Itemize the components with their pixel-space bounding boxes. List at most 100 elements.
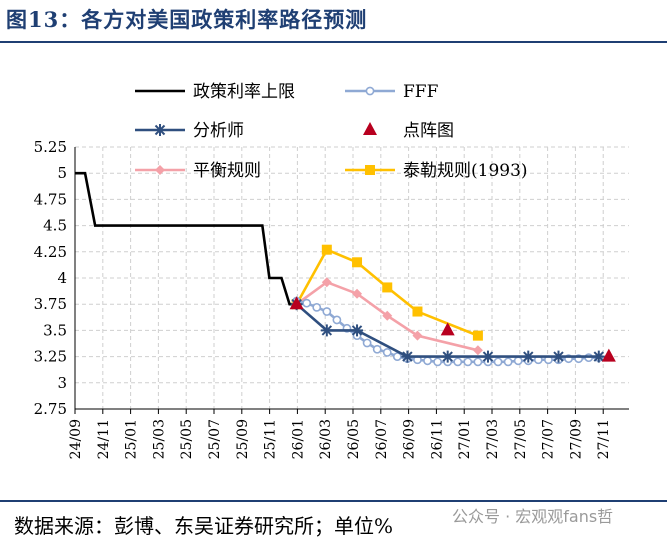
series-line	[295, 280, 479, 352]
data-point	[320, 324, 333, 337]
data-point	[351, 324, 364, 337]
data-point	[312, 302, 322, 312]
data-point	[352, 257, 363, 268]
data-point	[473, 357, 483, 367]
data-point	[472, 330, 483, 341]
data-point	[352, 288, 363, 299]
data-point	[322, 307, 332, 316]
data-point	[441, 350, 454, 363]
x-tick-label: 25/07	[207, 419, 223, 459]
data-point	[321, 244, 332, 255]
data-point	[289, 296, 304, 310]
series-分析师	[290, 298, 605, 363]
data-point	[513, 356, 523, 366]
y-tick-label: 4	[57, 269, 67, 287]
x-tick-label: 26/01	[290, 419, 306, 459]
y-tick-label: 3.25	[34, 348, 67, 366]
watermark-text: 公众号 · 宏观观fans哲	[452, 507, 614, 526]
x-tick-label: 26/07	[374, 419, 390, 459]
data-point	[382, 282, 393, 293]
top-divider	[0, 41, 667, 43]
data-point	[522, 350, 535, 363]
data-point	[592, 350, 605, 363]
legend-label: FFF	[403, 82, 439, 102]
data-point	[302, 298, 312, 308]
x-tick-label: 27/09	[568, 419, 584, 459]
data-point	[552, 350, 565, 363]
legend-item: 政策利率上限	[135, 82, 295, 102]
data-point	[412, 306, 423, 317]
x-tick-label: 27/05	[513, 419, 529, 459]
data-point	[332, 315, 342, 325]
x-tick-label: 26/05	[346, 419, 362, 459]
y-tick-label: 5	[57, 164, 67, 182]
x-tick-label: 25/05	[179, 419, 195, 459]
legend-marker	[154, 124, 166, 136]
data-point	[382, 310, 393, 321]
data-point	[481, 350, 494, 363]
x-tick-label: 25/09	[235, 419, 251, 459]
y-tick-label: 2.75	[34, 400, 67, 418]
legend-item: 分析师	[135, 121, 244, 141]
data-point	[463, 357, 473, 367]
data-point	[382, 348, 392, 357]
series-政策利率上限	[75, 171, 297, 306]
y-tick-label: 5.25	[34, 138, 67, 156]
data-point	[321, 277, 332, 288]
grid-layer	[74, 146, 629, 410]
x-tick-label: 27/07	[541, 419, 557, 459]
x-tick-label: 27/01	[457, 419, 473, 459]
legend-label: 政策利率上限	[193, 82, 295, 102]
legend-label: 点阵图	[403, 121, 454, 141]
legend-label: 平衡规则	[193, 161, 261, 181]
y-tick-label: 4.25	[34, 243, 67, 261]
legend-item: 点阵图	[363, 121, 454, 141]
legend-marker	[365, 165, 375, 175]
figure-title: 图13：各方对美国政策利率路径预测	[6, 7, 368, 32]
legend-label: 泰勒规则(1993)	[403, 161, 528, 181]
legend-item: 平衡规则	[135, 161, 261, 181]
y-tick-label: 3.5	[43, 321, 67, 339]
x-tick-label: 25/03	[151, 419, 167, 459]
data-point	[440, 322, 455, 336]
data-point	[401, 350, 414, 363]
series-点阵图	[289, 296, 616, 362]
x-tick-label: 26/09	[402, 419, 418, 459]
legend-label: 分析师	[193, 121, 244, 141]
y-tick-label: 3.75	[34, 295, 67, 313]
data-point	[472, 345, 483, 356]
legend-marker	[363, 122, 377, 135]
x-tick-label: 24/11	[96, 419, 112, 459]
data-point	[601, 348, 616, 362]
x-tick-label: 25/01	[124, 419, 140, 459]
data-point	[423, 356, 432, 366]
x-tick-label: 24/09	[68, 419, 84, 459]
data-point	[433, 357, 443, 367]
legend-item: 泰勒规则(1993)	[345, 161, 528, 181]
data-point	[372, 344, 382, 354]
data-point	[493, 357, 503, 367]
x-tick-label: 26/03	[318, 419, 334, 459]
series-line	[295, 248, 479, 337]
x-tick-label: 27/03	[485, 419, 501, 459]
legend-marker	[365, 86, 375, 96]
source-note: 数据来源：彭博、东吴证券研究所；单位%	[14, 514, 394, 538]
legend-marker	[155, 165, 165, 175]
y-tick-label: 4.75	[34, 190, 67, 208]
bottom-divider	[0, 500, 667, 502]
x-tick-label: 27/11	[596, 419, 612, 459]
data-point	[412, 330, 423, 341]
data-point	[453, 357, 463, 367]
data-point	[503, 357, 513, 367]
y-tick-label: 3	[57, 374, 67, 392]
data-point	[362, 338, 372, 348]
data-point	[392, 352, 402, 361]
series-layer	[75, 171, 616, 367]
series-line	[75, 171, 297, 306]
legend-item: FFF	[345, 82, 439, 102]
x-tick-label: 26/11	[429, 419, 445, 459]
y-tick-label: 4.5	[43, 217, 67, 235]
